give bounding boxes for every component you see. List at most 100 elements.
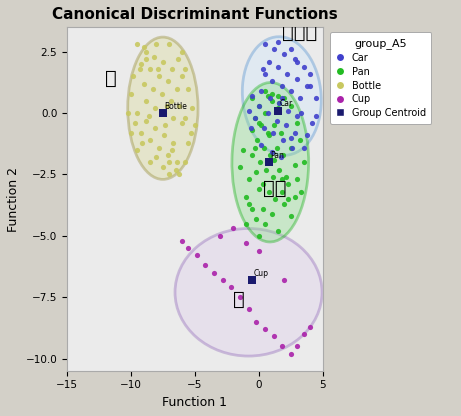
Point bbox=[248, 127, 256, 134]
Point bbox=[296, 95, 303, 102]
Point bbox=[256, 159, 264, 166]
Point bbox=[165, 171, 173, 178]
Text: Bottle: Bottle bbox=[165, 102, 187, 111]
Point bbox=[142, 98, 150, 104]
Point bbox=[271, 333, 278, 340]
Point bbox=[258, 142, 265, 149]
Point bbox=[300, 331, 307, 337]
Point bbox=[255, 186, 262, 193]
Point bbox=[255, 102, 262, 109]
Point bbox=[281, 277, 288, 283]
Point bbox=[304, 132, 311, 139]
Point bbox=[266, 188, 273, 195]
Point bbox=[300, 159, 307, 166]
Point bbox=[159, 164, 166, 171]
Ellipse shape bbox=[242, 37, 321, 155]
Point bbox=[240, 146, 247, 153]
Point bbox=[178, 238, 186, 244]
Point bbox=[181, 159, 188, 166]
Point bbox=[168, 66, 176, 72]
Point bbox=[282, 122, 290, 129]
Point bbox=[248, 124, 255, 131]
Point bbox=[248, 151, 256, 158]
Point bbox=[260, 144, 267, 151]
Point bbox=[219, 277, 227, 283]
Point bbox=[258, 122, 265, 129]
Point bbox=[268, 210, 275, 217]
Point bbox=[139, 139, 146, 146]
Point bbox=[269, 129, 277, 136]
Point bbox=[242, 240, 250, 247]
Point bbox=[227, 284, 234, 291]
Point bbox=[248, 277, 256, 283]
Point bbox=[309, 120, 316, 126]
Point bbox=[165, 159, 173, 166]
Point bbox=[178, 49, 186, 55]
Point bbox=[279, 151, 287, 158]
Point bbox=[142, 56, 150, 62]
Point bbox=[150, 53, 158, 60]
Point bbox=[291, 56, 298, 62]
Point bbox=[287, 350, 295, 357]
Point bbox=[268, 149, 275, 156]
Point bbox=[155, 73, 163, 80]
Point bbox=[210, 269, 218, 276]
Point bbox=[145, 112, 153, 119]
Point bbox=[155, 144, 163, 151]
Point bbox=[274, 105, 282, 111]
Point bbox=[284, 107, 292, 114]
Point bbox=[294, 176, 301, 183]
Point bbox=[131, 120, 138, 126]
Point bbox=[137, 61, 145, 67]
Point bbox=[258, 88, 265, 94]
Point bbox=[248, 206, 256, 212]
Point bbox=[242, 193, 250, 200]
Point bbox=[271, 122, 278, 129]
Text: Cup: Cup bbox=[254, 269, 269, 277]
Point bbox=[152, 105, 159, 111]
Point bbox=[268, 98, 275, 104]
Point bbox=[297, 188, 305, 195]
Point bbox=[159, 58, 166, 65]
Point bbox=[147, 137, 154, 144]
Point bbox=[288, 144, 296, 151]
Point bbox=[236, 164, 243, 171]
Point bbox=[245, 201, 252, 207]
Point bbox=[266, 132, 273, 139]
Point bbox=[134, 146, 141, 153]
Point bbox=[248, 93, 256, 99]
Point bbox=[173, 85, 181, 92]
Point bbox=[287, 144, 295, 151]
Point bbox=[277, 129, 284, 136]
Text: 자동차: 자동차 bbox=[282, 23, 317, 42]
Point bbox=[154, 66, 161, 72]
Point bbox=[185, 85, 192, 92]
Point bbox=[251, 144, 259, 151]
Point bbox=[282, 173, 290, 180]
Point bbox=[294, 75, 301, 82]
Point bbox=[281, 201, 288, 207]
Text: 볙: 볙 bbox=[105, 69, 117, 88]
Point bbox=[173, 159, 181, 166]
Point bbox=[266, 58, 273, 65]
Point bbox=[140, 44, 148, 50]
Point bbox=[167, 98, 174, 104]
Point bbox=[260, 124, 267, 131]
Point bbox=[276, 100, 283, 106]
Point bbox=[191, 122, 199, 129]
Point bbox=[261, 41, 269, 48]
Point bbox=[296, 137, 303, 144]
Point bbox=[178, 73, 186, 80]
Point bbox=[189, 105, 196, 111]
Point bbox=[230, 225, 237, 232]
Point bbox=[291, 193, 298, 200]
Point bbox=[163, 102, 171, 109]
Point bbox=[294, 58, 301, 65]
Point bbox=[278, 83, 285, 89]
Point bbox=[266, 151, 274, 158]
Point bbox=[294, 112, 301, 119]
Point bbox=[269, 173, 277, 180]
Point bbox=[294, 120, 301, 126]
Point bbox=[127, 90, 135, 97]
Point bbox=[245, 176, 252, 183]
